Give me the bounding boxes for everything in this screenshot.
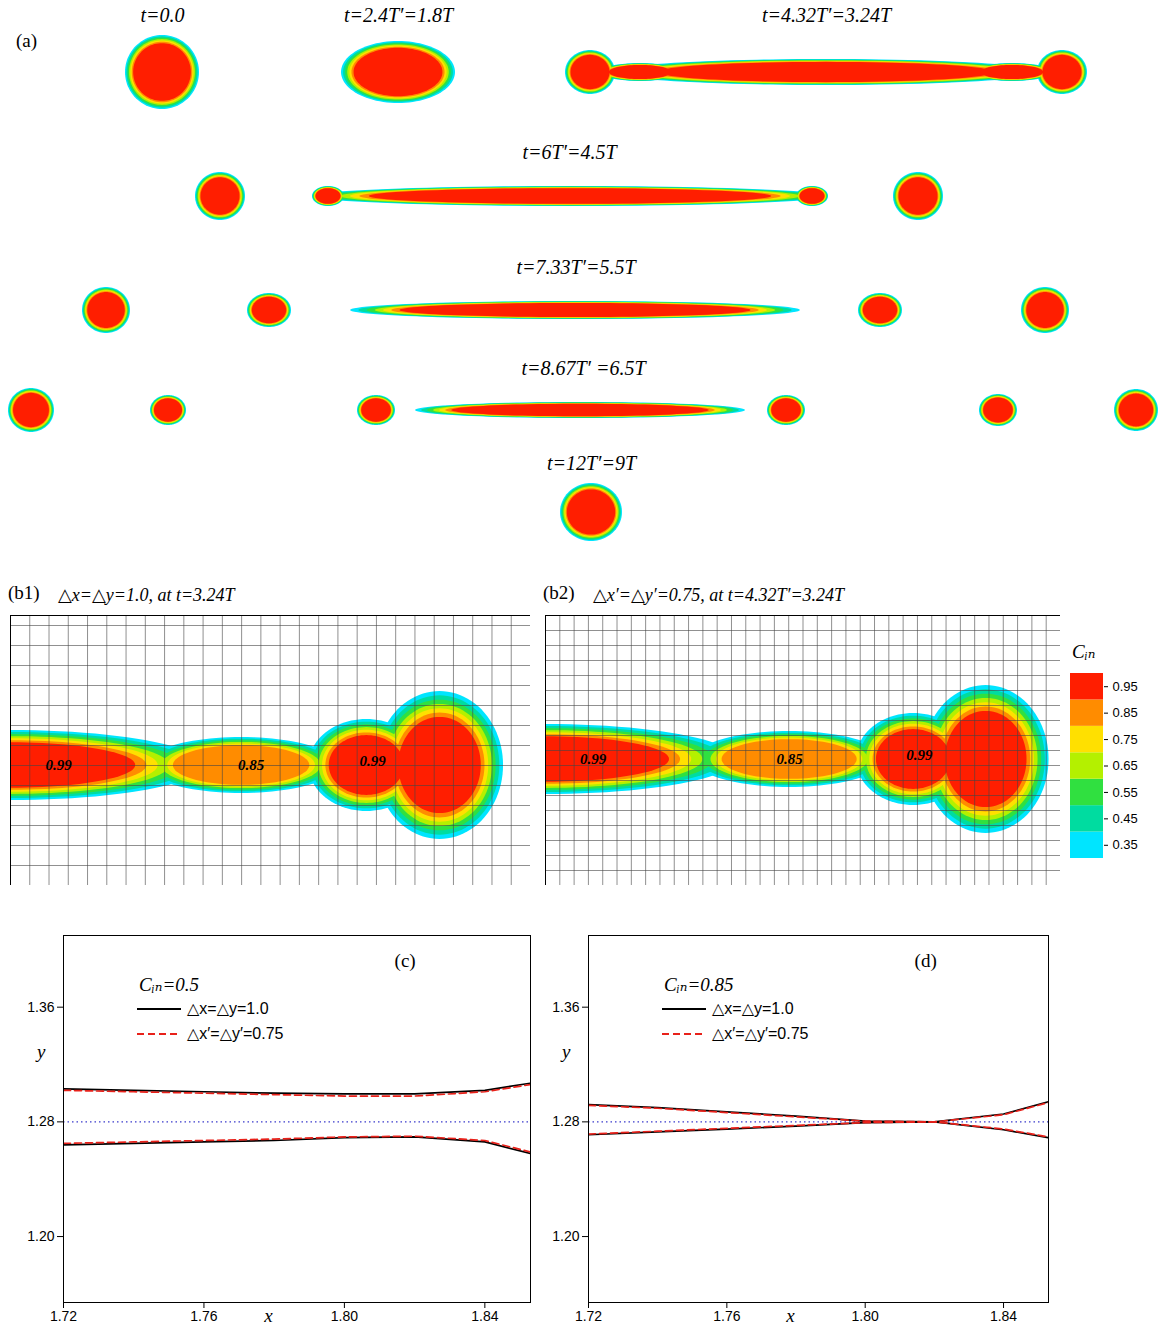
svg-text:0.99: 0.99 <box>906 747 933 763</box>
svg-text:0.75: 0.75 <box>1113 732 1138 747</box>
svg-text:1.84: 1.84 <box>990 1308 1017 1324</box>
html-text:x: x <box>264 1305 273 1326</box>
svg-text:0.99: 0.99 <box>580 751 607 767</box>
svg-text:1.36: 1.36 <box>552 999 579 1015</box>
html-text:y: y <box>37 1041 46 1063</box>
html-text:△x′=△y′=0.75: △x′=△y′=0.75 <box>712 1025 809 1042</box>
svg-text:1.20: 1.20 <box>27 1228 54 1244</box>
svg-text:1.76: 1.76 <box>190 1308 217 1324</box>
html-text:(a): (a) <box>16 30 38 51</box>
svg-text:0.65: 0.65 <box>1113 758 1138 773</box>
svg-text:1.20: 1.20 <box>552 1228 579 1244</box>
html-text:y: y <box>562 1041 571 1063</box>
svg-text:0.45: 0.45 <box>1113 811 1138 826</box>
html-text:Cᵢₙ: Cᵢₙ <box>1072 641 1096 662</box>
svg-text:t=8.67T′ =6.5T: t=8.67T′ =6.5T <box>521 357 647 379</box>
html-text:△x=△y=1.0, at t=3.24T: △x=△y=1.0, at t=3.24T <box>58 585 235 605</box>
svg-text:0.99: 0.99 <box>46 757 73 773</box>
svg-text:0.85: 0.85 <box>1113 705 1138 720</box>
svg-text:t=0.0: t=0.0 <box>140 4 184 26</box>
html-text:△x′=△y′=0.75: △x′=△y′=0.75 <box>187 1025 284 1042</box>
html-text:Cᵢₙ=0.5: Cᵢₙ=0.5 <box>139 974 199 995</box>
html-text:△x=△y=1.0: △x=△y=1.0 <box>187 1000 269 1017</box>
svg-text:1.28: 1.28 <box>552 1113 579 1129</box>
svg-text:1.28: 1.28 <box>27 1113 54 1129</box>
html-text:x: x <box>786 1305 795 1326</box>
svg-text:0.85: 0.85 <box>777 751 804 767</box>
svg-text:1.84: 1.84 <box>471 1308 498 1324</box>
html-text:(b2): (b2) <box>543 582 575 603</box>
svg-text:1.76: 1.76 <box>713 1308 740 1324</box>
svg-text:1.80: 1.80 <box>331 1308 358 1324</box>
svg-text:1.72: 1.72 <box>575 1308 602 1324</box>
html-text:△x′=△y′=0.75, at t=4.32T′=3.24: △x′=△y′=0.75, at t=4.32T′=3.24T <box>593 585 845 605</box>
svg-text:t=7.33T′=5.5T: t=7.33T′=5.5T <box>516 256 637 278</box>
svg-text:0.99: 0.99 <box>359 753 386 769</box>
html-text:(b1): (b1) <box>8 582 40 603</box>
svg-text:1.72: 1.72 <box>50 1308 77 1324</box>
svg-text:t=12T′=9T: t=12T′=9T <box>547 452 638 474</box>
svg-text:1.80: 1.80 <box>852 1308 879 1324</box>
html-text:△x=△y=1.0: △x=△y=1.0 <box>712 1000 794 1017</box>
svg-text:t=4.32T′=3.24T: t=4.32T′=3.24T <box>762 4 893 26</box>
svg-text:0.85: 0.85 <box>238 757 265 773</box>
svg-text:1.36: 1.36 <box>27 999 54 1015</box>
svg-text:t=6T′=4.5T: t=6T′=4.5T <box>522 141 618 163</box>
svg-text:t=2.4T′=1.8T: t=2.4T′=1.8T <box>344 4 455 26</box>
html-text:Cᵢₙ=0.85: Cᵢₙ=0.85 <box>664 974 734 995</box>
html-text:(c): (c) <box>394 950 416 971</box>
svg-text:0.35: 0.35 <box>1113 837 1138 852</box>
html-text:(d): (d) <box>914 950 937 971</box>
svg-text:0.55: 0.55 <box>1113 785 1138 800</box>
svg-text:0.95: 0.95 <box>1113 679 1138 694</box>
